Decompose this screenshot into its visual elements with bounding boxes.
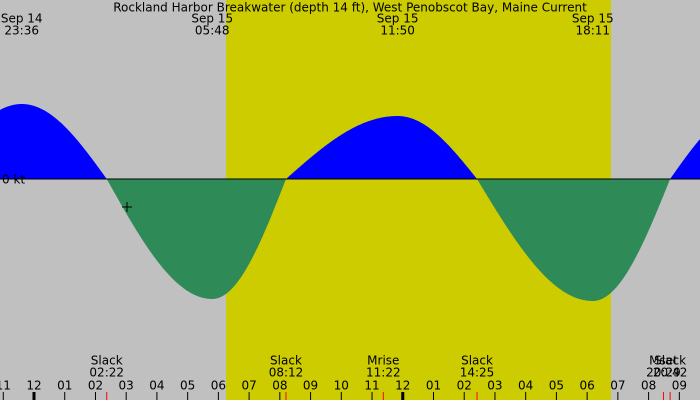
- cursor: [122, 202, 132, 212]
- event-time: 02:22: [89, 366, 124, 380]
- hour-label: 09: [672, 379, 687, 393]
- hour-label: 04: [149, 379, 164, 393]
- event-name: Slack: [461, 354, 493, 368]
- event-name: Mset: [649, 354, 678, 368]
- event-time: 11:22: [366, 366, 401, 380]
- peak-date: Sep 15: [572, 12, 614, 26]
- event-name: Slack: [654, 354, 686, 368]
- title: Rockland Harbor Breakwater (depth 14 ft)…: [113, 1, 587, 15]
- peak-date: Sep 15: [377, 12, 419, 26]
- hour-label: 01: [57, 379, 72, 393]
- hour-label: 01: [426, 379, 441, 393]
- hour-label: 10: [334, 379, 349, 393]
- hour-label: 12: [395, 379, 410, 393]
- event-time: 20:42: [653, 366, 688, 380]
- hour-label: 08: [641, 379, 656, 393]
- peak-time: 05:48: [195, 24, 230, 38]
- curve-group: [0, 104, 700, 301]
- hour-label: 06: [211, 379, 226, 393]
- y-label: 0 kt: [2, 173, 25, 187]
- hour-label: 08: [272, 379, 287, 393]
- event-time: 20:29: [646, 366, 681, 380]
- hour-label: 07: [241, 379, 256, 393]
- event-name: Mrise: [367, 354, 399, 368]
- hour-label: 11: [0, 379, 11, 393]
- event-time: 08:12: [269, 366, 304, 380]
- hour-label: 09: [303, 379, 318, 393]
- hour-label: 07: [610, 379, 625, 393]
- hour-label: 05: [180, 379, 195, 393]
- peak-time: 11:50: [380, 24, 415, 38]
- peak-time: 23:36: [4, 24, 39, 38]
- hour-label: 05: [549, 379, 564, 393]
- event-name: Slack: [91, 354, 123, 368]
- hour-label: 02: [457, 379, 472, 393]
- hour-label: 03: [487, 379, 502, 393]
- peak-date: Sep 14: [1, 12, 43, 26]
- ebb-area: [0, 179, 700, 301]
- hour-label: 04: [518, 379, 533, 393]
- hour-label: 03: [119, 379, 134, 393]
- hour-label: 06: [579, 379, 594, 393]
- flood-area: [0, 104, 700, 179]
- hour-label: 12: [26, 379, 41, 393]
- hour-label: 11: [364, 379, 379, 393]
- event-name: Slack: [270, 354, 302, 368]
- hour-label: 02: [88, 379, 103, 393]
- event-time: 14:25: [460, 366, 495, 380]
- peak-time: 18:11: [575, 24, 610, 38]
- peak-date: Sep 15: [191, 12, 233, 26]
